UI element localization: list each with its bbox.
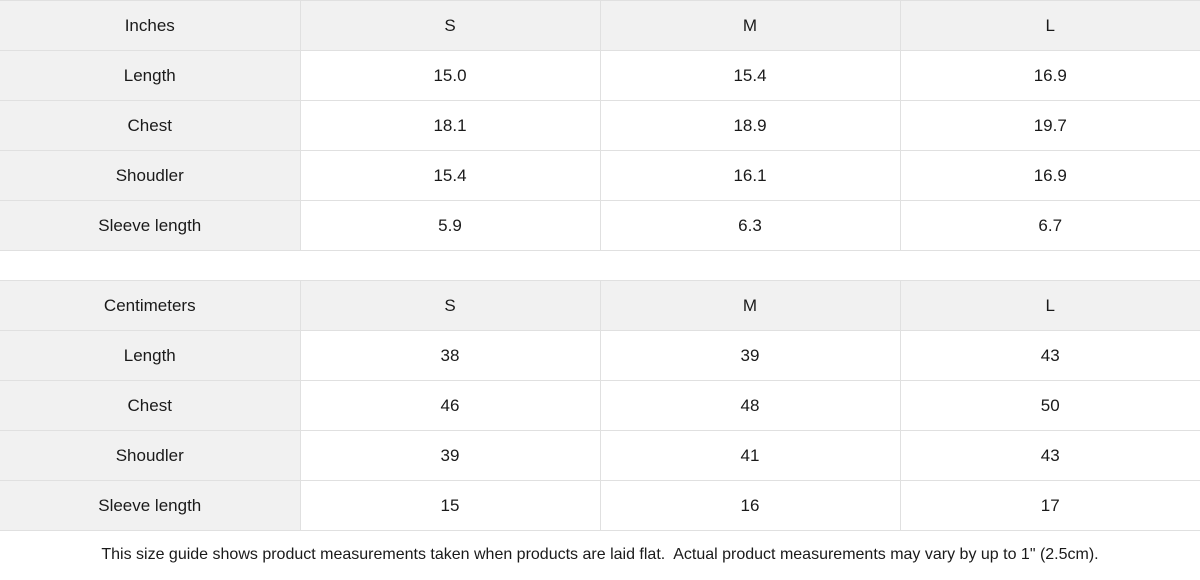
size-header-cell-l: L (899, 0, 1200, 51)
value-cell: 6.3 (599, 200, 900, 251)
value-cell: 39 (599, 330, 900, 381)
row-label-cell: Chest (0, 100, 300, 151)
row-label-cell: Shoudler (0, 150, 300, 201)
value-cell: 38 (299, 330, 600, 381)
value-cell: 16.9 (899, 150, 1200, 201)
table-header-row: Centimeters S M L (0, 280, 1200, 331)
size-table-centimeters: Centimeters S M L Length 38 39 43 Chest … (0, 280, 1200, 531)
value-cell: 43 (899, 330, 1200, 381)
value-cell: 43 (899, 430, 1200, 481)
value-cell: 19.7 (899, 100, 1200, 151)
value-cell: 5.9 (299, 200, 600, 251)
table-row: Chest 46 48 50 (0, 380, 1200, 431)
size-header-cell-l: L (899, 280, 1200, 331)
value-cell: 48 (599, 380, 900, 431)
table-row: Shoudler 39 41 43 (0, 430, 1200, 481)
value-cell: 39 (299, 430, 600, 481)
value-cell: 15.4 (599, 50, 900, 101)
row-label-cell: Length (0, 50, 300, 101)
table-row: Length 15.0 15.4 16.9 (0, 50, 1200, 101)
table-row: Chest 18.1 18.9 19.7 (0, 100, 1200, 151)
value-cell: 16.1 (599, 150, 900, 201)
value-cell: 41 (599, 430, 900, 481)
value-cell: 15.0 (299, 50, 600, 101)
value-cell: 6.7 (899, 200, 1200, 251)
table-row: Shoudler 15.4 16.1 16.9 (0, 150, 1200, 201)
value-cell: 15.4 (299, 150, 600, 201)
table-spacer (0, 251, 1200, 280)
size-header-cell-s: S (299, 0, 600, 51)
size-guide-note: This size guide shows product measuremen… (0, 531, 1200, 579)
value-cell: 16.9 (899, 50, 1200, 101)
size-header-cell-m: M (599, 0, 900, 51)
value-cell: 18.1 (299, 100, 600, 151)
row-label-cell: Chest (0, 380, 300, 431)
value-cell: 16 (599, 480, 900, 531)
value-cell: 17 (899, 480, 1200, 531)
unit-header-cell: Centimeters (0, 280, 300, 331)
row-label-cell: Sleeve length (0, 480, 300, 531)
value-cell: 50 (899, 380, 1200, 431)
row-label-cell: Sleeve length (0, 200, 300, 251)
size-header-cell-s: S (299, 280, 600, 331)
value-cell: 15 (299, 480, 600, 531)
size-table-inches: Inches S M L Length 15.0 15.4 16.9 Chest… (0, 0, 1200, 251)
value-cell: 18.9 (599, 100, 900, 151)
table-row: Sleeve length 15 16 17 (0, 480, 1200, 531)
table-row: Length 38 39 43 (0, 330, 1200, 381)
row-label-cell: Length (0, 330, 300, 381)
value-cell: 46 (299, 380, 600, 431)
table-header-row: Inches S M L (0, 0, 1200, 51)
size-header-cell-m: M (599, 280, 900, 331)
unit-header-cell: Inches (0, 0, 300, 51)
row-label-cell: Shoudler (0, 430, 300, 481)
table-row: Sleeve length 5.9 6.3 6.7 (0, 200, 1200, 251)
